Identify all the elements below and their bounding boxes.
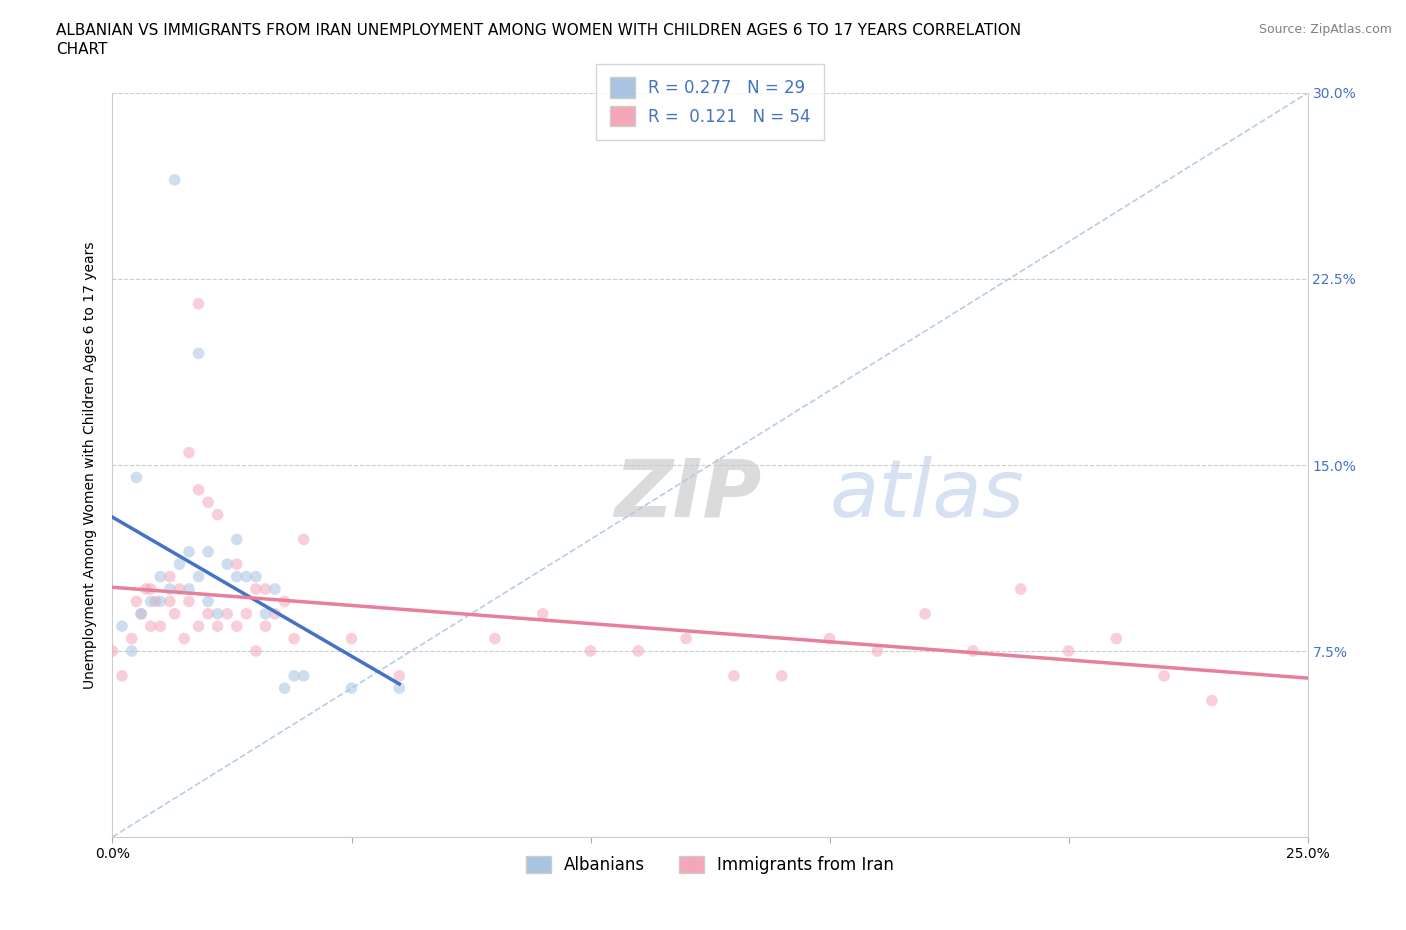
Point [159,594,181,609]
Point [225,569,247,584]
Point [187,297,209,312]
Point [245,569,267,584]
Point [723,669,745,684]
Point [962,644,984,658]
Point [173,631,195,646]
Point [283,669,305,684]
Point [139,581,162,596]
Point [1201,693,1223,708]
Point [340,631,363,646]
Point [531,606,554,621]
Point [187,618,209,633]
Point [139,618,162,633]
Point [273,594,295,609]
Point [197,495,219,510]
Point [169,581,191,596]
Text: ALBANIAN VS IMMIGRANTS FROM IRAN UNEMPLOYMENT AMONG WOMEN WITH CHILDREN AGES 6 T: ALBANIAN VS IMMIGRANTS FROM IRAN UNEMPLO… [56,23,1021,38]
Point [388,681,411,696]
Point [264,606,287,621]
Point [217,606,239,621]
Text: atlas: atlas [830,456,1025,534]
Point [283,631,305,646]
Point [254,581,277,596]
Point [163,172,186,187]
Point [187,346,209,361]
Point [217,557,239,572]
Point [1057,644,1080,658]
Point [125,594,148,609]
Point [388,669,411,684]
Point [292,532,315,547]
Point [914,606,936,621]
Point [159,569,181,584]
Point [121,631,143,646]
Point [225,557,247,572]
Point [225,618,247,633]
Point [579,644,602,658]
Point [129,606,152,621]
Point [163,606,186,621]
Text: CHART: CHART [56,42,108,57]
Point [207,606,229,621]
Point [340,681,363,696]
Point [292,669,315,684]
Legend: Albanians, Immigrants from Iran: Albanians, Immigrants from Iran [519,849,901,881]
Point [1105,631,1128,646]
Point [1010,581,1032,596]
Point [121,644,143,658]
Point [149,594,172,609]
Point [254,618,277,633]
Point [111,618,134,633]
Point [159,581,181,596]
Point [264,581,287,596]
Point [177,544,200,559]
Point [254,606,277,621]
Point [197,606,219,621]
Point [135,581,157,596]
Point [177,594,200,609]
Point [129,606,152,621]
Point [235,569,257,584]
Point [1153,669,1175,684]
Point [197,594,219,609]
Point [111,669,134,684]
Point [149,618,172,633]
Point [169,557,191,572]
Point [675,631,697,646]
Point [177,581,200,596]
Point [273,681,295,696]
Point [207,618,229,633]
Point [627,644,650,658]
Point [225,532,247,547]
Point [484,631,506,646]
Point [818,631,841,646]
Point [101,644,124,658]
Point [770,669,793,684]
Point [235,606,257,621]
Point [139,594,162,609]
Text: ZIP: ZIP [614,456,762,534]
Point [187,483,209,498]
Point [866,644,889,658]
Point [187,569,209,584]
Text: Source: ZipAtlas.com: Source: ZipAtlas.com [1258,23,1392,36]
Point [125,470,148,485]
Point [197,544,219,559]
Point [245,644,267,658]
Point [245,581,267,596]
Point [207,507,229,522]
Y-axis label: Unemployment Among Women with Children Ages 6 to 17 years: Unemployment Among Women with Children A… [83,241,97,689]
Point [145,594,167,609]
Point [149,569,172,584]
Point [177,445,200,460]
